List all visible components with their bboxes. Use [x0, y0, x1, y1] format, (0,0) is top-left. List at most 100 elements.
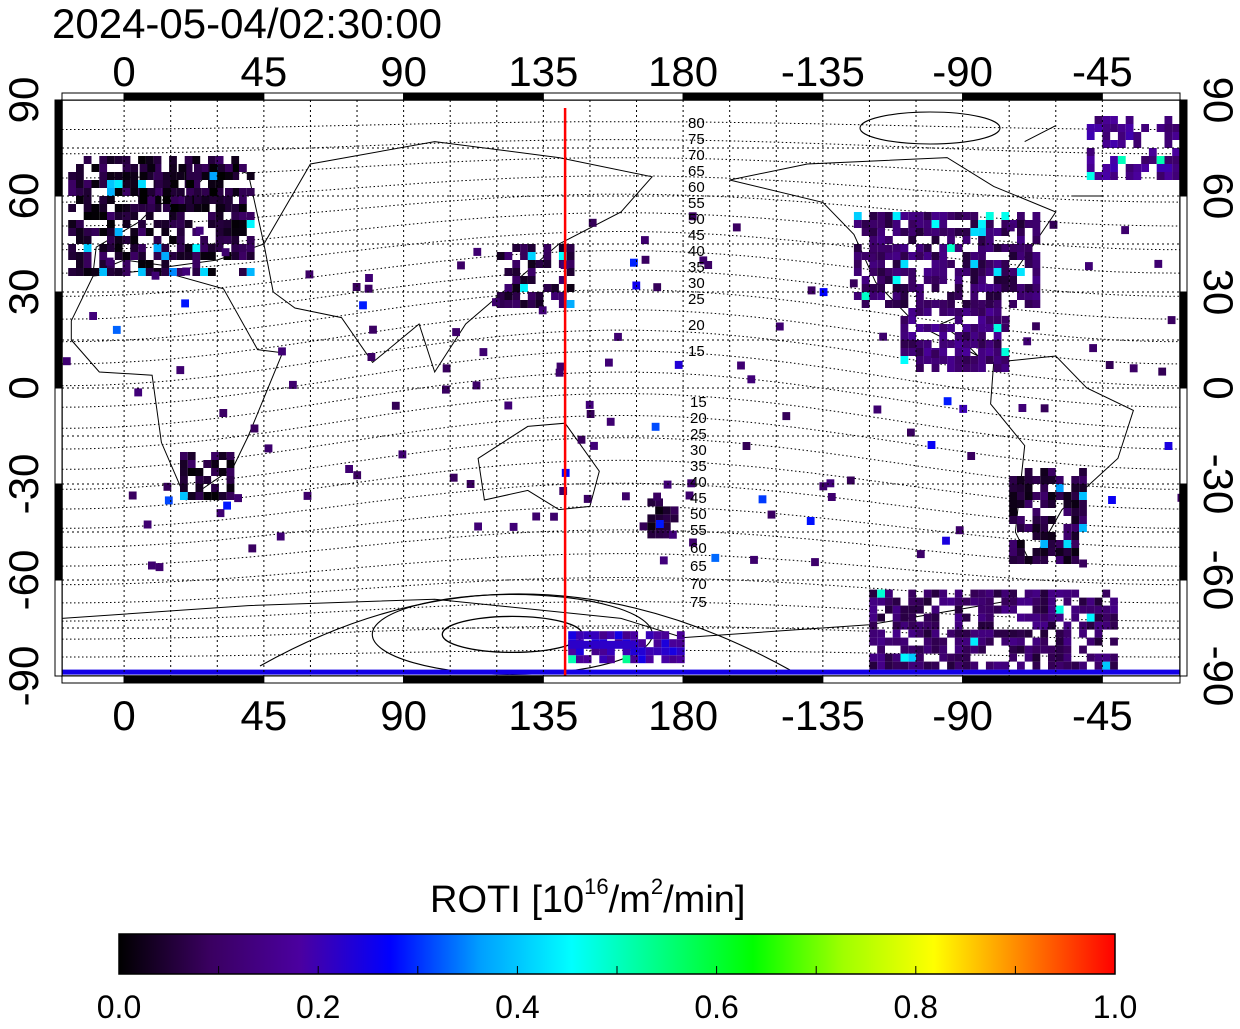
roti-cell-north-america: [916, 220, 924, 228]
roti-cell-europe: [138, 260, 146, 268]
roti-cell-east-asia: [543, 252, 552, 260]
roti-cell-central-america: [939, 324, 948, 332]
roti-cell-new-zealand: [647, 514, 656, 523]
roti-cell-scattered: [474, 522, 482, 531]
y-tick-label-right: 90: [1195, 77, 1240, 124]
roti-cell-europe: [153, 236, 162, 244]
roti-cell-antarctica-west: [1063, 629, 1072, 638]
roti-cell-north-america: [1001, 276, 1010, 284]
roti-cell-scattered: [827, 493, 836, 501]
roti-cell-scattered: [1164, 442, 1173, 450]
roti-cell-southern-africa: [218, 492, 227, 500]
roti-cell-scandinavia: [162, 172, 171, 180]
roti-cell-scandinavia: [155, 180, 163, 188]
roti-cell-north-atlantic: [1164, 116, 1173, 124]
roti-cell-scattered: [219, 409, 228, 417]
roti-cell-antarctica-west: [1048, 605, 1056, 614]
roti-cell-south-america: [1055, 484, 1064, 492]
roti-cell-south-america: [1017, 500, 1025, 508]
contour-label-south: 30: [690, 442, 707, 459]
roti-cell-south-america: [1024, 524, 1033, 532]
roti-cell-antarctica-west: [1102, 613, 1111, 622]
roti-cell-southern-africa: [226, 452, 235, 460]
roti-cell-scattered: [555, 368, 564, 377]
roti-cell-north-atlantic: [1164, 140, 1173, 148]
roti-cell-north-america: [931, 268, 940, 276]
roti-cell-central-america: [978, 340, 986, 348]
roti-cell-europe: [83, 196, 92, 204]
contour-line: [62, 250, 1180, 297]
roti-cell-antarctica-west: [962, 613, 971, 622]
roti-cell-south-america: [1055, 540, 1064, 548]
roti-cell-north-america: [853, 260, 862, 268]
roti-cell-antarctica-west: [1079, 621, 1087, 630]
roti-cell-europe: [231, 156, 240, 164]
roti-cell-europe: [114, 204, 123, 212]
roti-cell-south-america: [1063, 540, 1072, 548]
roti-cell-scattered: [359, 301, 367, 310]
roti-cell-southern-africa: [226, 484, 235, 492]
roti-cell-scattered: [955, 526, 964, 535]
roti-cell-central-america: [954, 356, 963, 364]
roti-cell-north-atlantic: [1164, 124, 1173, 132]
roti-cell-antarctica-west: [900, 661, 909, 670]
roti-cell-east-asia: [496, 300, 505, 308]
roti-cell-south-america: [1071, 492, 1080, 500]
roti-cell-antarctica-west: [892, 605, 901, 614]
contour-label-south: 75: [690, 594, 707, 611]
roti-cell-europe: [99, 204, 108, 212]
roti-cell-scandinavia: [162, 188, 171, 196]
roti-cell-antarctica-west: [1094, 629, 1103, 638]
roti-cell-antarctica-west: [1040, 605, 1049, 614]
roti-cell-east-asia: [535, 292, 544, 300]
roti-cell-north-america: [985, 212, 994, 220]
roti-cell-new-zealand: [670, 506, 679, 515]
roti-cell-south-america: [1063, 500, 1072, 508]
roti-cell-scattered: [1177, 493, 1180, 502]
roti-cell-europe: [215, 244, 224, 252]
roti-cell-antarctica-west: [1102, 621, 1111, 630]
roti-cell-europe: [215, 156, 224, 164]
roti-cell-north-america: [954, 212, 963, 220]
roti-cell-antarctica-west: [962, 661, 971, 670]
roti-cell-south-america: [1032, 492, 1041, 500]
roti-cell-north-america: [900, 292, 909, 300]
roti-cell-europe: [231, 204, 240, 212]
roti-cell-europe: [153, 188, 162, 196]
roti-cell-central-america: [954, 316, 963, 324]
roti-cell-europe: [161, 260, 170, 268]
roti-cell-south-america: [1009, 476, 1017, 484]
roti-cell-europe: [161, 244, 170, 252]
roti-cell-antarctica-west: [985, 589, 994, 598]
roti-cell-scattered: [737, 361, 745, 370]
roti-cell-europe: [145, 260, 154, 268]
roti-cell-europe: [161, 252, 170, 260]
roti-cell-europe: [130, 172, 139, 180]
roti-cell-scattered: [750, 555, 758, 564]
roti-cell-north-america: [939, 300, 948, 308]
roti-cell-europe: [138, 204, 146, 212]
roti-cell-antarctica-west: [1048, 653, 1056, 662]
roti-cell-europe: [122, 180, 131, 188]
roti-cell-europe: [138, 220, 146, 228]
roti-cell-antarctica-west: [1079, 629, 1087, 638]
contour-label-south: 40: [690, 474, 707, 491]
y-tick-label-right: -30: [1195, 454, 1240, 515]
roti-cell-antarctica-west: [885, 653, 893, 662]
roti-cell-east-asia: [543, 284, 552, 292]
roti-cell-europe: [239, 268, 247, 276]
roti-cell-europe: [130, 228, 139, 236]
roti-cell-north-america: [869, 268, 878, 276]
roti-cell-north-america: [892, 252, 901, 260]
roti-cell-antarctica-west: [923, 621, 932, 630]
roti-cell-europe: [208, 252, 216, 260]
roti-cell-central-america: [954, 332, 963, 340]
roti-cell-north-atlantic: [1164, 164, 1173, 172]
roti-cell-east-asia: [504, 252, 513, 260]
x-tick-label-bottom: 45: [241, 692, 288, 739]
roti-cell-antarctica-west: [1009, 605, 1017, 614]
roti-cell-southern-africa: [187, 460, 196, 468]
roti-cell-north-atlantic: [1117, 140, 1126, 148]
roti-cell-europe: [153, 204, 162, 212]
roti-cell-antarctica-east: [576, 647, 584, 656]
